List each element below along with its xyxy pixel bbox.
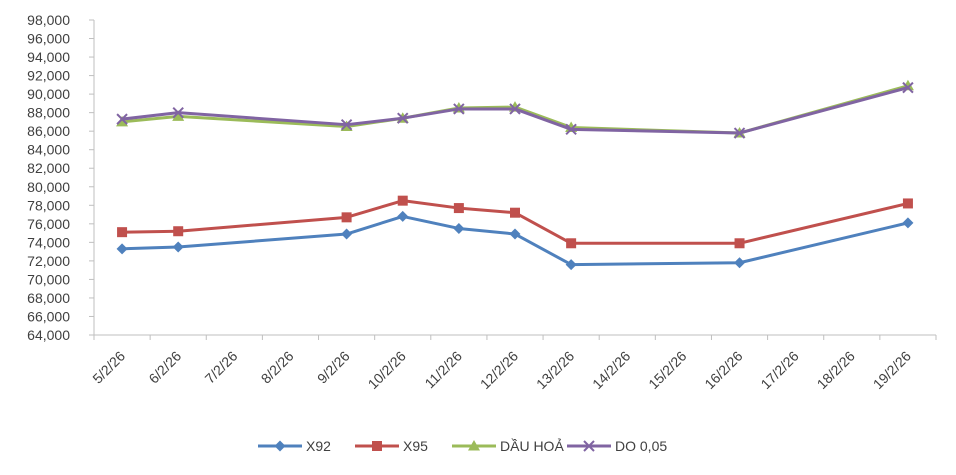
series-1-point	[509, 228, 521, 240]
x-tick-label: 9/2/26	[314, 348, 353, 387]
y-tick-label: 66,000	[27, 308, 70, 324]
series-2-point	[397, 195, 408, 206]
series-4-point-stroke	[397, 112, 409, 124]
x-tick-label: 8/2/26	[258, 348, 297, 387]
x-tick-label: 13/2/26	[533, 348, 577, 392]
x-tick-label: 15/2/26	[645, 348, 689, 392]
y-tick-label: 74,000	[27, 234, 70, 250]
x-tick-label: 19/2/26	[870, 348, 914, 392]
series-1-line	[120, 214, 910, 267]
series-1-point	[397, 210, 409, 222]
legend-swatch-marker	[583, 440, 595, 452]
series-2-point	[566, 238, 577, 249]
x-tick-label: 11/2/26	[421, 348, 465, 392]
series-2-point	[173, 226, 184, 237]
series-4-point	[565, 123, 577, 136]
y-tick-label: 80,000	[27, 179, 70, 195]
y-tick-label: 94,000	[27, 49, 70, 65]
y-tick-label: 64,000	[27, 327, 70, 343]
series-1-point	[902, 217, 914, 229]
series-4-point-stroke	[565, 123, 577, 136]
x-tick-label: 14/2/26	[589, 348, 633, 392]
y-tick-label: 68,000	[27, 290, 70, 306]
series-1-point	[116, 243, 128, 255]
y-tick-label: 88,000	[27, 105, 70, 121]
series-4-point-stroke	[902, 81, 914, 94]
series-4-point	[902, 81, 914, 94]
x-tick-label: 7/2/26	[202, 348, 241, 387]
series-group	[116, 79, 914, 271]
series-4-point-stroke	[453, 103, 465, 115]
legend-item: X95	[355, 438, 428, 454]
x-tick-label: 17/2/26	[757, 348, 801, 392]
series-4-point	[116, 113, 128, 125]
series-2	[117, 195, 913, 249]
legend-swatch-marker	[468, 440, 480, 451]
series-1-point	[172, 241, 184, 253]
legend-swatch-marker	[274, 440, 286, 452]
series-2-point	[902, 198, 913, 209]
series-4-point-stroke	[172, 106, 184, 119]
y-tick-label: 72,000	[27, 253, 70, 269]
series-1	[116, 210, 914, 271]
legend-swatch-marker	[372, 441, 382, 451]
series-2-point	[510, 207, 520, 218]
series-3-point	[116, 115, 129, 127]
legend-swatch-marker-stroke	[583, 440, 595, 452]
series-2-point	[734, 238, 745, 249]
series-4-point	[453, 103, 465, 115]
legend-item: DO 0,05	[567, 438, 667, 454]
x-tick-label: 10/2/26	[365, 348, 409, 392]
y-tick-label: 90,000	[27, 86, 70, 102]
series-2-point	[453, 203, 464, 214]
series-4-point-stroke	[340, 118, 353, 131]
y-tick-label: 98,000	[27, 12, 70, 28]
y-tick-label: 78,000	[27, 197, 70, 213]
legend-item: DẦU HOẢ	[452, 438, 564, 454]
series-2-point	[117, 227, 128, 238]
y-tick-label: 76,000	[27, 216, 70, 232]
y-tick-label: 92,000	[27, 68, 70, 84]
series-4	[116, 81, 914, 139]
y-tick-label: 86,000	[27, 123, 70, 139]
y-tick-label: 96,000	[27, 31, 70, 47]
series-3-point	[172, 110, 185, 121]
series-4-point	[397, 112, 409, 124]
y-tick-label: 84,000	[27, 142, 70, 158]
series-4-point	[340, 118, 353, 131]
series-4-point-stroke	[116, 113, 128, 125]
y-tick-label: 82,000	[27, 160, 70, 176]
x-tick-label: 12/2/26	[477, 348, 521, 392]
series-4-point	[509, 103, 521, 115]
x-tick-label: 6/2/26	[145, 348, 184, 387]
legend-label: X92	[306, 438, 331, 454]
series-2-point	[341, 212, 352, 223]
series-1-point	[453, 222, 465, 234]
series-4-point	[733, 127, 746, 139]
series-4-point	[172, 106, 184, 119]
series-1-point	[565, 259, 577, 271]
legend-item: X92	[258, 438, 331, 454]
axes: 64,000 66,000 68,000 70,000 72,000 74,000 76,0…	[27, 12, 937, 392]
legend-label: X95	[403, 438, 428, 454]
x-tick-label: 16/2/26	[701, 348, 745, 392]
series-4-point-stroke	[509, 103, 521, 115]
series-1-point	[734, 257, 746, 269]
legend-label: DẦU HOẢ	[500, 438, 564, 454]
x-tick-label: 5/2/26	[89, 348, 128, 387]
legend: X92 X95 DẦU HOẢ DO 0,05	[258, 438, 667, 454]
series-4-point-stroke	[733, 127, 746, 139]
x-tick-label: 18/2/26	[814, 348, 858, 392]
legend-label: DO 0,05	[615, 438, 667, 454]
series-1-point	[341, 228, 353, 240]
y-tick-label: 70,000	[27, 271, 70, 287]
